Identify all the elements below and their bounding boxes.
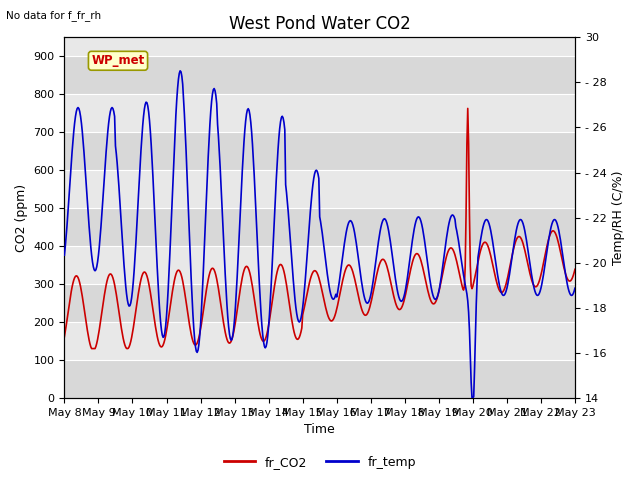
Bar (65, 360, 575, 398)
Y-axis label: Temp/RH (C/%): Temp/RH (C/%) (612, 170, 625, 265)
Title: West Pond Water CO2: West Pond Water CO2 (229, 15, 411, 33)
Bar (65, 246, 575, 284)
Bar (65, 208, 575, 246)
Y-axis label: CO2 (ppm): CO2 (ppm) (15, 183, 28, 252)
Text: No data for f_fr_rh: No data for f_fr_rh (6, 10, 102, 21)
Text: WP_met: WP_met (92, 54, 145, 67)
Legend: fr_CO2, fr_temp: fr_CO2, fr_temp (219, 451, 421, 474)
Bar (65, 132, 575, 170)
Bar (65, 170, 575, 208)
Bar (65, 322, 575, 360)
Bar (65, 94, 575, 132)
Bar (65, 56, 575, 94)
Bar (65, 284, 575, 322)
X-axis label: Time: Time (304, 423, 335, 436)
